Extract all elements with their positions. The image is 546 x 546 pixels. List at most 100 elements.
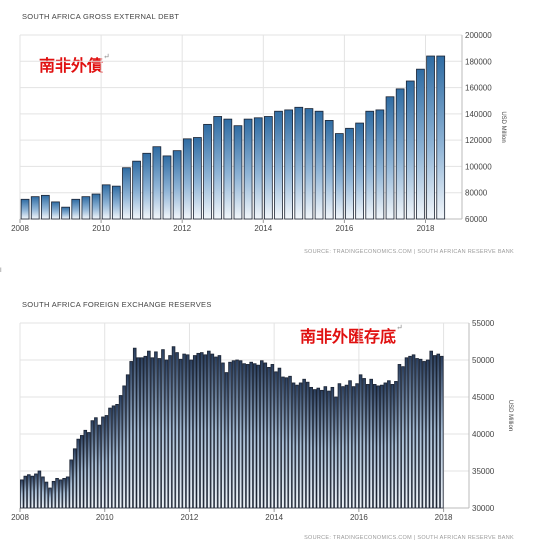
- bar: [168, 355, 172, 509]
- bar: [139, 357, 144, 509]
- bar: [23, 475, 28, 509]
- y-tick-label: 180000: [465, 57, 492, 66]
- bar: [154, 351, 158, 509]
- bar: [284, 109, 294, 220]
- bar: [425, 359, 430, 509]
- bar: [182, 138, 192, 220]
- bar: [182, 353, 186, 509]
- bar: [91, 193, 101, 220]
- bar: [284, 377, 289, 509]
- bar: [81, 196, 91, 220]
- bar: [235, 359, 239, 509]
- bar: [41, 476, 45, 509]
- bar: [203, 123, 212, 220]
- bar: [152, 146, 162, 220]
- bar: [304, 108, 314, 220]
- bar: [277, 367, 282, 509]
- y-tick-label: 55000: [472, 319, 495, 328]
- bar: [161, 349, 165, 509]
- y-tick-label: 80000: [465, 189, 488, 198]
- bar: [387, 380, 391, 509]
- bar: [341, 386, 345, 509]
- bar: [281, 376, 285, 509]
- bar: [129, 361, 133, 509]
- bar: [264, 116, 273, 220]
- bar: [267, 367, 271, 509]
- chart-source: SOURCE: TRADINGECONOMICS.COM | SOUTH AFR…: [304, 249, 514, 255]
- bar: [415, 358, 419, 509]
- bar: [199, 352, 204, 509]
- bar: [260, 360, 264, 509]
- bar: [115, 404, 119, 509]
- bar: [380, 384, 384, 509]
- bar: [71, 198, 81, 220]
- bar: [125, 374, 130, 509]
- bar: [221, 362, 225, 509]
- bar: [316, 387, 321, 509]
- bar: [132, 160, 141, 220]
- bar: [330, 386, 335, 509]
- bar: [249, 361, 253, 509]
- bar: [385, 96, 395, 220]
- bar: [334, 396, 338, 509]
- bar: [337, 383, 342, 509]
- bar: [375, 109, 385, 220]
- chart-source: SOURCE: TRADINGECONOMICS.COM | SOUTH AFR…: [304, 535, 514, 541]
- bar: [172, 150, 182, 220]
- bar: [51, 480, 56, 509]
- bar: [355, 122, 364, 220]
- bar: [418, 358, 423, 509]
- bar: [37, 470, 42, 509]
- chart-annotation: 南非外債↵: [39, 52, 110, 76]
- x-tick-label: 2016: [350, 513, 368, 522]
- bar: [274, 110, 283, 220]
- bar: [324, 120, 334, 220]
- bar: [436, 353, 441, 509]
- bar: [223, 118, 233, 220]
- bar: [122, 167, 131, 220]
- annotation-text: 南非外匯存底: [300, 327, 397, 346]
- bar: [122, 385, 126, 509]
- bar: [108, 407, 112, 509]
- bar: [142, 152, 152, 220]
- bar: [210, 353, 215, 509]
- y-tick-label: 35000: [472, 467, 495, 476]
- bar: [104, 415, 109, 509]
- bar: [302, 378, 306, 509]
- bar: [252, 363, 257, 509]
- bar: [65, 476, 70, 509]
- bar: [404, 357, 409, 509]
- bar: [61, 206, 70, 220]
- bar: [408, 355, 412, 509]
- bar: [185, 354, 190, 509]
- bar: [101, 184, 111, 220]
- bar: [320, 389, 324, 509]
- bar: [429, 350, 433, 509]
- bar: [394, 381, 398, 509]
- bar: [44, 481, 49, 509]
- bar: [217, 355, 222, 509]
- x-tick-label: 2008: [11, 224, 29, 233]
- bar: [30, 475, 35, 509]
- bar: [20, 198, 30, 220]
- bar: [245, 364, 250, 509]
- bar: [62, 477, 66, 509]
- x-tick-label: 2014: [265, 513, 283, 522]
- bar: [178, 358, 183, 509]
- x-tick-label: 2010: [92, 224, 110, 233]
- bar: [422, 361, 426, 509]
- bar: [69, 459, 73, 509]
- x-tick-label: 2016: [336, 224, 354, 233]
- bar: [351, 386, 356, 509]
- bar: [416, 68, 425, 220]
- bar: [358, 374, 363, 509]
- bar: [19, 479, 24, 509]
- bar: [327, 390, 331, 509]
- x-tick-label: 2010: [96, 513, 114, 522]
- bar: [196, 352, 201, 509]
- bar: [344, 384, 349, 509]
- bar: [323, 386, 328, 509]
- bar: [30, 196, 40, 220]
- y-axis-unit-label: USD Million: [500, 111, 506, 142]
- debt-chart-canvas: 60000 80000 100000 120000 140000 160000 180000…: [11, 31, 506, 233]
